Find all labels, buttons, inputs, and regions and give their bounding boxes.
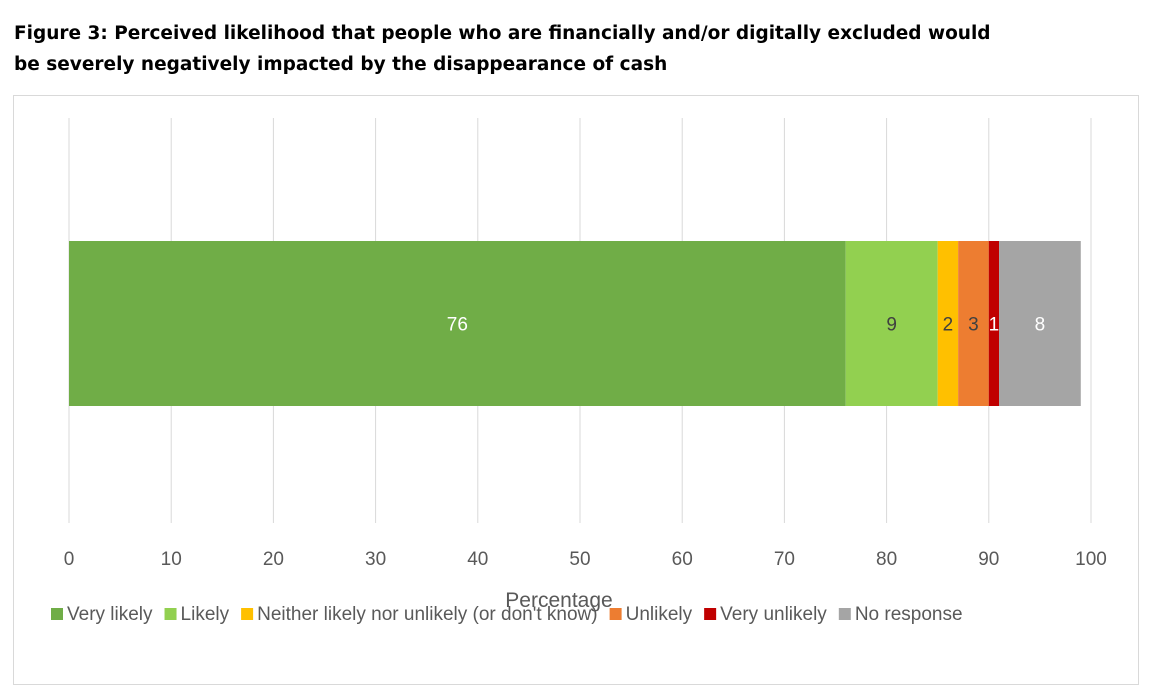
bar-segment	[958, 241, 989, 406]
legend-label: Neither likely nor unlikely (or don't kn…	[257, 604, 598, 625]
x-tick-label: 50	[569, 549, 590, 570]
bar-segment	[937, 241, 959, 406]
x-axis-title: Percentage	[505, 589, 612, 612]
legend-swatch	[609, 608, 622, 620]
x-tick-label: 60	[672, 549, 693, 570]
x-tick-label: 10	[161, 549, 182, 570]
legend-swatch	[241, 608, 254, 620]
legend-swatch	[51, 608, 63, 620]
chart-area: 0 10 20 30 40 50 60 70 80 90 100 76 9 2 3 1 8 Percentage V…	[13, 95, 1139, 685]
data-label: 1	[989, 315, 1000, 336]
legend-label: Very likely	[67, 604, 153, 625]
legend-swatch	[704, 608, 717, 620]
x-tick-label: 80	[876, 549, 897, 570]
x-tick-label: 70	[774, 549, 795, 570]
bar-segment	[69, 241, 846, 406]
legend-label: Likely	[181, 604, 230, 625]
legend-swatch	[838, 608, 851, 620]
bar-segment	[988, 241, 1000, 406]
data-label: 9	[886, 315, 897, 336]
legend-label: No response	[855, 604, 963, 625]
data-label: 3	[968, 315, 979, 336]
x-tick-label: 20	[263, 549, 284, 570]
legend-swatch	[164, 608, 177, 620]
stacked-bar-chart: 0 10 20 30 40 50 60 70 80 90 100 76 9 2 3 1 8 Percentage V…	[51, 118, 1107, 625]
data-label: 76	[447, 315, 468, 336]
bar-segment	[999, 241, 1081, 406]
figure-title-line-2: be severely negatively impacted by the d…	[14, 54, 668, 75]
x-tick-label: 0	[64, 549, 75, 570]
legend-label: Very unlikely	[720, 604, 827, 625]
bar-segment	[845, 241, 938, 406]
figure-title-line-1: Figure 3: Perceived likelihood that peop…	[14, 23, 991, 44]
data-label: 8	[1035, 315, 1046, 336]
x-tick-label: 40	[467, 549, 488, 570]
x-tick-label: 30	[365, 549, 386, 570]
x-tick-label: 100	[1075, 549, 1107, 570]
data-label: 2	[943, 315, 954, 336]
x-tick-label: 90	[978, 549, 999, 570]
legend-label: Unlikely	[626, 604, 693, 625]
figure-title: Figure 3: Perceived likelihood that peop…	[14, 18, 1134, 80]
